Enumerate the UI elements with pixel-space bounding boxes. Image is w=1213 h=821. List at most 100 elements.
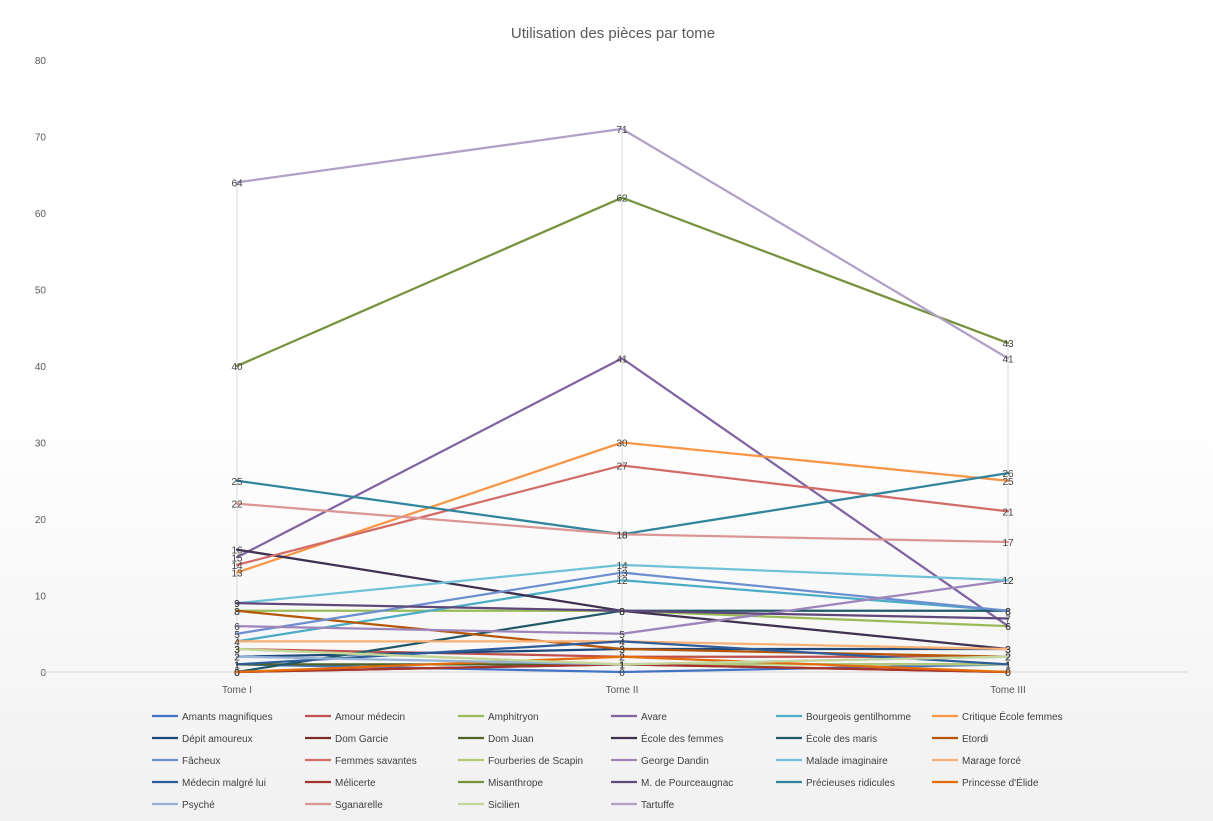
legend-label: Critique École femmes (962, 710, 1063, 723)
legend-label: Sicilien (488, 800, 520, 811)
data-label: 1 (619, 660, 625, 671)
legend-item-depit-amoureux: Dépit amoureux (152, 734, 253, 745)
series-line-femmes-savantes (235, 464, 1010, 567)
data-label: 9 (234, 599, 240, 610)
data-label: 71 (616, 125, 628, 136)
data-label: 41 (1002, 354, 1014, 365)
data-label: 22 (231, 500, 243, 511)
data-label: 14 (231, 561, 243, 572)
y-tick-label: 0 (40, 668, 46, 679)
data-label: 2 (1005, 653, 1011, 664)
data-label: 0 (619, 668, 625, 679)
data-label: 1 (619, 660, 625, 671)
y-axis: 0 10 20 30 40 50 60 70 80 (35, 56, 47, 679)
data-label: 13 (616, 569, 628, 580)
data-label: 3 (234, 645, 240, 656)
data-label: 2 (234, 653, 240, 664)
data-label: 3 (619, 645, 625, 656)
x-tick-label: Tome II (606, 685, 639, 696)
legend-item-ecole-des-maris: École des maris (776, 732, 877, 745)
legend-item-sicilien: Sicilien (458, 800, 520, 811)
data-label: 40 (231, 362, 243, 373)
data-label: 1 (234, 660, 240, 671)
legend-item-fourberies-de-scapin: Fourberies de Scapin (458, 756, 583, 767)
legend-item-tartuffe: Tartuffe (611, 800, 675, 811)
data-label: 2 (619, 653, 625, 664)
legend-label: Dom Juan (488, 734, 534, 745)
legend-item-m-de-pourceaugnac: M. de Pourceaugnac (611, 778, 733, 789)
series-line-etordi (235, 609, 1010, 658)
legend-item-malade-imaginaire: Malade imaginaire (776, 756, 888, 767)
data-label: 26 (1002, 469, 1014, 480)
data-label: 7 (1005, 614, 1011, 625)
data-label: 13 (231, 569, 243, 580)
series-line-medecin-malgre-lui (235, 640, 1010, 666)
legend-label: Malade imaginaire (806, 756, 888, 767)
data-label: 4 (619, 637, 625, 648)
data-label: 0 (234, 668, 240, 679)
data-label: 1 (619, 660, 625, 671)
legend-item-marage-force: Marage forcé (932, 756, 1021, 767)
data-label: 0 (1005, 668, 1011, 679)
legend-label: Mélicerte (335, 778, 376, 789)
series-line-george-dandin (235, 579, 1010, 635)
legend-label: M. de Pourceaugnac (641, 778, 733, 789)
data-label: 18 (616, 530, 628, 541)
series-line-m-de-pourceaugnac (235, 602, 1010, 620)
data-label: 25 (231, 477, 243, 488)
data-label: 2 (619, 653, 625, 664)
data-label: 5 (619, 630, 625, 641)
data-label: 12 (616, 576, 628, 587)
legend-item-etordi: Etordi (932, 734, 988, 745)
data-label: 9 (234, 599, 240, 610)
legend-label: Bourgeois gentilhomme (806, 712, 911, 723)
data-label: 8 (1005, 607, 1011, 618)
data-label: 8 (619, 607, 625, 618)
data-label: 1 (234, 660, 240, 671)
legend-label: Avare (641, 712, 667, 723)
data-label: 64 (231, 178, 243, 189)
data-label: 8 (619, 607, 625, 618)
y-tick-label: 70 (35, 133, 47, 144)
data-label: 4 (619, 637, 625, 648)
data-label: 1 (619, 660, 625, 671)
legend-label: Fourberies de Scapin (488, 756, 583, 767)
legend-label: Tartuffe (641, 800, 675, 811)
data-label: 6 (234, 622, 240, 633)
data-label: 2 (1005, 653, 1011, 664)
chart-title: Utilisation des pièces par tome (511, 25, 715, 42)
legend-label: George Dandin (641, 756, 709, 767)
y-tick-label: 30 (35, 439, 47, 450)
legend-label: Amphitryon (488, 712, 539, 723)
data-label: 3 (1005, 645, 1011, 656)
data-label: 30 (616, 439, 628, 450)
legend-label: Amants magnifiques (182, 712, 273, 723)
legend-item-medecin-malgre-lui: Médecin malgré lui (152, 778, 266, 789)
data-label: 8 (619, 607, 625, 618)
legend-item-facheux: Fâcheux (152, 756, 220, 767)
series-line-princesse-d-elide (235, 655, 1010, 674)
series-line-critique-ecole-femmes (235, 441, 1010, 574)
data-label: 1 (1005, 660, 1011, 671)
legend-item-dom-garcie: Dom Garcie (305, 734, 389, 745)
legend-item-misanthrope: Misanthrope (458, 778, 543, 789)
data-label: 3 (234, 645, 240, 656)
y-tick-label: 50 (35, 286, 47, 297)
series-line-sganarelle (235, 502, 1010, 544)
data-label: 8 (1005, 607, 1011, 618)
data-label: 18 (616, 530, 628, 541)
data-label: 3 (1005, 645, 1011, 656)
x-tick-label: Tome I (222, 685, 252, 696)
data-label: 8 (619, 607, 625, 618)
data-label: 0 (234, 668, 240, 679)
legend-label: Sganarelle (335, 800, 383, 811)
y-tick-label: 80 (35, 56, 47, 67)
data-label: 1 (619, 660, 625, 671)
legend-label: Femmes savantes (335, 756, 417, 767)
x-tick-label: Tome III (990, 685, 1026, 696)
series-line-malade-imaginaire (235, 563, 1010, 605)
data-label: 62 (616, 194, 628, 205)
legend-label: Marage forcé (962, 756, 1021, 767)
legend-item-george-dandin: George Dandin (611, 756, 709, 767)
